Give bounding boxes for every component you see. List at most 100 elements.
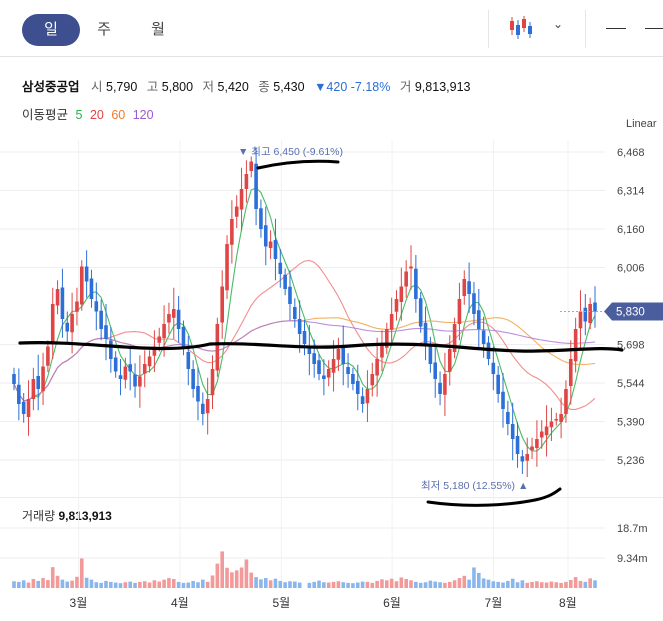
x-tick-label: 3월 bbox=[70, 596, 88, 610]
candle-body bbox=[268, 241, 273, 248]
candle-body bbox=[94, 301, 99, 312]
candle-body bbox=[176, 309, 181, 329]
volume-bar bbox=[549, 581, 554, 588]
volume-bar bbox=[394, 581, 399, 588]
volume-bar bbox=[75, 576, 79, 588]
candle-body bbox=[394, 299, 399, 312]
minimize-icon[interactable] bbox=[645, 28, 663, 29]
candle-body bbox=[186, 352, 191, 369]
volume-bar bbox=[46, 579, 50, 588]
volume-bar bbox=[147, 582, 152, 588]
tab-day[interactable]: 일 bbox=[22, 14, 80, 46]
chevron-down-icon[interactable]: ⌄ bbox=[553, 17, 564, 31]
moving-average-legend[interactable]: 이동평균 5 20 60 120 bbox=[22, 104, 154, 123]
candle-body bbox=[17, 384, 21, 404]
y-tick-label: 5,236 bbox=[617, 455, 645, 467]
volume-bar bbox=[399, 577, 404, 588]
candle-body bbox=[307, 346, 312, 354]
scale-type[interactable]: Linear bbox=[626, 118, 657, 130]
candle-body bbox=[36, 376, 41, 389]
minimize-icon[interactable] bbox=[606, 28, 626, 29]
candle-body bbox=[152, 346, 157, 356]
tab-week[interactable]: 주 bbox=[97, 21, 111, 38]
volume-bar bbox=[84, 577, 89, 588]
candle-body bbox=[118, 375, 123, 379]
hand-drawn-line bbox=[18, 341, 624, 353]
volume-tick-label: 9.34m bbox=[617, 553, 648, 565]
candle-body bbox=[404, 271, 408, 287]
volume-bar bbox=[55, 575, 60, 588]
volume-bar bbox=[201, 579, 205, 588]
candle-body bbox=[549, 421, 554, 428]
candle-body bbox=[331, 359, 336, 373]
candle-body bbox=[433, 362, 438, 379]
candle-body bbox=[21, 401, 26, 414]
volume-bar bbox=[297, 582, 302, 588]
volume-bar bbox=[263, 578, 268, 588]
volume-bar bbox=[307, 582, 312, 588]
volume-bar bbox=[491, 581, 496, 588]
close-label: 종 bbox=[258, 80, 270, 94]
volume-bar bbox=[133, 582, 137, 588]
volume-bar bbox=[535, 581, 539, 588]
volume-bar bbox=[60, 579, 65, 588]
candle-body bbox=[355, 381, 360, 394]
candle-body bbox=[477, 310, 481, 329]
low-label: 저 bbox=[202, 80, 215, 94]
volume-bar bbox=[118, 583, 123, 588]
volume-bar bbox=[244, 559, 249, 588]
volume-bar bbox=[70, 580, 74, 588]
candle-body bbox=[506, 412, 510, 424]
ma-60: 60 bbox=[111, 108, 126, 122]
candle-body bbox=[564, 389, 568, 414]
high-value: 5,800 bbox=[161, 80, 194, 94]
candle-body bbox=[409, 266, 413, 269]
candle-body bbox=[293, 307, 297, 319]
candlestick-icon[interactable] bbox=[508, 14, 534, 40]
candle-body bbox=[234, 206, 239, 217]
volume-bar bbox=[452, 580, 457, 588]
tab-month[interactable]: 월 bbox=[151, 21, 165, 38]
volume-bar bbox=[588, 578, 592, 588]
candle-body bbox=[171, 309, 176, 318]
candle-body bbox=[491, 362, 496, 374]
volume-bar bbox=[317, 580, 321, 588]
volume-bar bbox=[370, 582, 375, 588]
volume-bar bbox=[365, 581, 370, 588]
volume-bar bbox=[573, 577, 578, 588]
volume-bar bbox=[162, 579, 166, 588]
candle-body bbox=[220, 286, 224, 323]
volume-bar bbox=[559, 582, 563, 588]
candle-body bbox=[123, 366, 128, 380]
volume-bar bbox=[138, 581, 142, 588]
candle-body bbox=[360, 396, 365, 404]
candle-body bbox=[249, 161, 254, 171]
candle-body bbox=[501, 391, 505, 409]
volume-bar bbox=[404, 579, 408, 588]
volume-bar bbox=[481, 578, 486, 588]
volume-bar bbox=[351, 583, 355, 588]
candle-body bbox=[31, 379, 36, 399]
y-tick-label: 6,160 bbox=[617, 224, 645, 236]
volume-bar bbox=[21, 580, 26, 588]
volume-bar bbox=[171, 579, 176, 588]
candle-body bbox=[593, 302, 597, 312]
candle-body bbox=[496, 374, 500, 394]
candle-body bbox=[259, 208, 263, 229]
candle-body bbox=[230, 219, 234, 245]
y-tick-label: 6,314 bbox=[617, 186, 645, 198]
current-price-label: 5,830 bbox=[616, 307, 645, 319]
volume-bar bbox=[17, 581, 21, 588]
candle-body bbox=[162, 324, 166, 338]
volume-bar bbox=[336, 581, 341, 588]
candle-body bbox=[399, 286, 404, 302]
volume-bar bbox=[520, 580, 525, 588]
volume-bar bbox=[36, 580, 41, 588]
candle-body bbox=[138, 376, 142, 387]
candle-body bbox=[467, 281, 471, 294]
volume-bar bbox=[360, 581, 365, 588]
volume-bar bbox=[433, 581, 438, 588]
close-value: 5,430 bbox=[273, 80, 305, 94]
candle-body bbox=[370, 374, 375, 386]
